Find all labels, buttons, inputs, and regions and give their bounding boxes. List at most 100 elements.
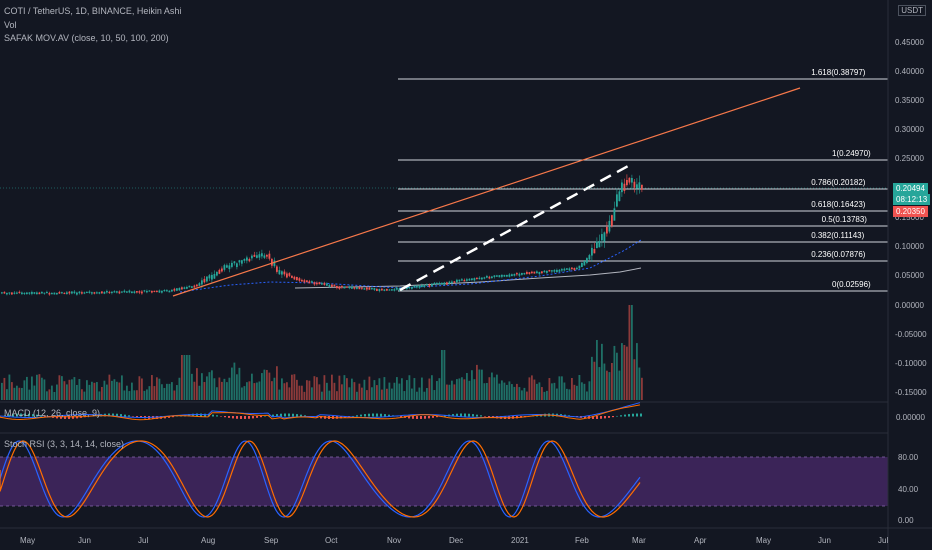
volume-bar [343,375,346,400]
volume-bar [563,382,566,400]
candle-body [351,286,353,289]
candle-body [96,292,98,294]
time-axis[interactable]: May Jun Jul Aug Sep Oct Nov Dec 2021 Feb Mar Apr May… [0,530,888,550]
stoch-band [0,457,888,506]
candle-body [513,273,516,276]
candle-body [111,291,113,294]
candle-body [163,289,166,292]
macd-histogram-bar [420,416,422,419]
currency-label[interactable]: USDT [898,5,926,16]
candle-body [456,279,458,283]
candle-body [591,247,593,256]
candle-body [11,292,13,295]
candle-body [521,272,523,275]
volume-bar [458,378,461,400]
price-tick: -0.10000 [895,359,927,368]
volume-bar [528,377,531,400]
candle-body [241,260,243,264]
macd-histogram-bar [320,416,322,419]
candle-body [301,279,303,282]
macd-histogram-bar [40,415,42,417]
volume-bar [526,391,528,400]
macd-histogram-bar [472,414,474,417]
fib-level-label: 0.786(0.20182) [811,178,866,187]
macd-histogram-bar [12,414,14,417]
volume-bar [603,363,606,400]
volume-bar [386,388,388,400]
macd-histogram-bar [112,413,114,417]
volume-bar [353,382,356,400]
macd-histogram-bar [584,416,586,419]
candle-body [418,285,421,288]
macd-histogram-bar [288,413,290,417]
candle-body [571,267,573,269]
volume-bar [213,378,216,400]
volume-bar [283,383,286,400]
candle-body [1,292,3,294]
volume-bar [173,390,176,400]
volume-bar [146,389,148,400]
macd-histogram-bar [44,416,46,417]
volume-bar [473,379,476,400]
candle-body [283,271,286,275]
candle-body [63,292,66,295]
volume-bar [436,381,438,400]
candle-body [231,262,233,267]
candle-body [546,270,548,273]
volume-bar [298,385,301,400]
volume-bar [138,376,141,400]
projection-dashed-line[interactable] [399,163,631,292]
candle-body [493,275,496,278]
candlestick-series [1,174,643,296]
candle-body [461,279,463,281]
candle-body [46,291,48,294]
volume-bar [128,391,131,400]
macd-histogram-bar [28,413,30,417]
volume-bar [11,382,13,400]
candle-body [478,277,481,280]
volume-bar [641,377,643,400]
candle-body [331,284,333,287]
volume-bar [546,390,548,400]
trendline[interactable] [172,87,801,297]
volume-bar [21,387,23,400]
candle-body [416,285,418,288]
volume-bar [76,384,78,400]
candle-body [586,258,588,263]
candle-body [126,291,128,293]
price-tick: -0.15000 [895,388,927,397]
stoch-tick-80: 80.00 [898,453,919,462]
volume-bar [556,388,558,400]
candle-body [628,177,631,183]
time-tick: May [20,536,36,545]
candle-body [41,291,43,294]
macd-signal-line [0,404,641,421]
volume-bar [461,377,463,400]
volume-bar [561,376,563,400]
candle-body [166,290,168,292]
macd-histogram-bar [592,416,594,419]
fibonacci-retracement[interactable] [398,78,888,292]
volume-bar [13,387,16,400]
volume-bar [631,305,633,400]
candle-body [436,282,438,285]
candle-body [303,280,306,283]
candle-body [328,284,331,287]
candle-body [211,274,213,280]
macd-histogram-bar [408,416,410,419]
candle-body [458,279,461,282]
macd-histogram-bar [364,414,366,417]
price-axis[interactable]: USDT 0.45000 0.40000 0.35000 0.30000 0.25000… [889,0,932,528]
candle-body [243,258,246,261]
volume-bar [543,391,546,400]
time-tick: Dec [449,536,464,545]
candle-body [383,289,386,291]
candle-body [273,260,276,267]
macd-histogram-bar [456,413,458,417]
macd-histogram-bar [612,416,614,418]
volume-bar [366,390,368,400]
candle-body [463,279,466,282]
candle-body [581,262,583,268]
candle-body [346,286,348,288]
